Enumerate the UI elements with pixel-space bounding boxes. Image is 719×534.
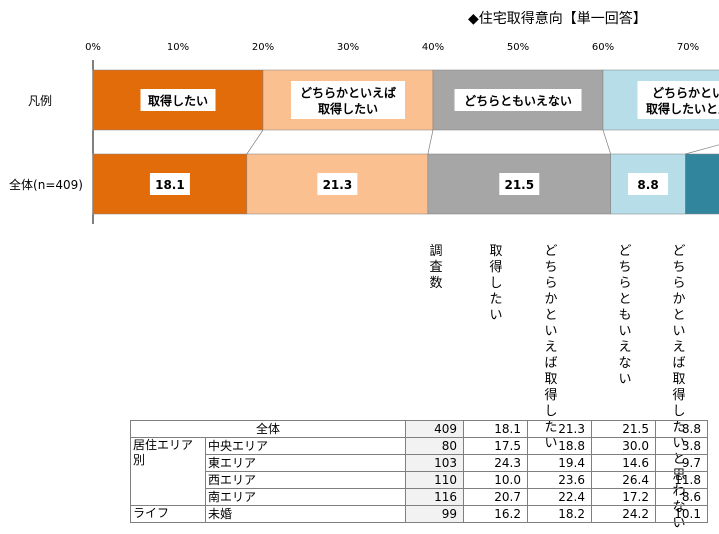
cell: 80 xyxy=(405,437,464,455)
cell: 18.1 xyxy=(463,420,528,438)
data-table: 全体 409 18.1 21.3 21.5 8.8 居住エリア別 中央エリア 8… xyxy=(130,420,708,523)
x-tick-label: 0% xyxy=(85,42,101,53)
cell: 17.5 xyxy=(463,437,528,455)
table-row: ライフ 未婚 99 16.2 18.2 24.2 10.1 xyxy=(130,505,708,523)
legend-label-box xyxy=(454,89,582,111)
connector-line xyxy=(427,129,434,155)
row-label: 未婚 xyxy=(205,505,406,523)
stacked-bar-chart: 0% 10% 20% 30% 40% 50% 60% 70%取得したいどちらかといえば取得した… xyxy=(9,42,719,224)
cell: 10.1 xyxy=(655,505,708,523)
legend-label: 取得したい xyxy=(318,101,378,116)
cell: 22.4 xyxy=(527,488,592,506)
cell: 23.6 xyxy=(527,471,592,489)
header-neither: どちらともいえない xyxy=(618,244,632,387)
data-label-box xyxy=(628,173,669,195)
header-want-to-acquire: 取得したい xyxy=(489,244,503,323)
cell: 20.7 xyxy=(463,488,528,506)
row-label: 中央エリア xyxy=(205,437,406,455)
cell: 110 xyxy=(405,471,464,489)
cell: 18.2 xyxy=(527,505,592,523)
row-label: 東エリア xyxy=(205,454,406,472)
cell: 9.7 xyxy=(655,454,708,472)
data-label: 21.3 xyxy=(323,178,353,192)
table-row: 東エリア 103 24.3 19.4 14.6 9.7 xyxy=(131,454,708,472)
cell: 18.8 xyxy=(527,437,592,455)
cell: 103 xyxy=(405,454,464,472)
data-label-box xyxy=(317,173,358,195)
header-survey-count: 調査数 xyxy=(429,244,443,291)
table-row: 南エリア 116 20.7 22.4 17.2 8.6 xyxy=(131,488,708,506)
cell: 3.8 xyxy=(655,437,708,455)
cell: 99 xyxy=(405,505,464,523)
cell: 11.8 xyxy=(655,471,708,489)
cell: 17.2 xyxy=(591,488,656,506)
legend-label: どちらかとい xyxy=(652,86,719,100)
cell: 116 xyxy=(405,488,464,506)
row-label: 西エリア xyxy=(205,471,406,489)
x-tick-label: 40% xyxy=(422,42,444,53)
category-label: 全体(n=409) xyxy=(9,177,83,192)
legend-label-box xyxy=(140,89,216,111)
cell: 21.5 xyxy=(591,420,656,438)
x-tick-label: 30% xyxy=(337,42,359,53)
legend-label: 取得したいと思 xyxy=(646,101,719,116)
legend-label-box xyxy=(291,81,405,119)
group-label: 居住エリア別 xyxy=(130,437,206,506)
data-label-box xyxy=(149,173,190,195)
cell: 10.0 xyxy=(463,471,528,489)
cell: 14.6 xyxy=(591,454,656,472)
cell: 8.6 xyxy=(655,488,708,506)
connector-line xyxy=(602,129,611,155)
cell: 409 xyxy=(405,420,464,438)
connector-line xyxy=(246,129,264,155)
x-tick-label: 10% xyxy=(167,42,189,53)
x-tick-label: 20% xyxy=(252,42,274,53)
x-tick-label: 60% xyxy=(592,42,614,53)
legend-label: どちらともいえない xyxy=(464,94,572,108)
table-row: 居住エリア別 中央エリア 80 17.5 18.8 30.0 3.8 xyxy=(130,437,708,506)
x-tick-label: 70% xyxy=(677,42,699,53)
cell: 8.8 xyxy=(655,420,708,438)
data-label: 21.5 xyxy=(504,178,534,192)
cell: 21.3 xyxy=(527,420,592,438)
data-label: 18.1 xyxy=(155,178,185,192)
cell: 16.2 xyxy=(463,505,528,523)
chart-title: ◆住宅取得意向【単一回答】 xyxy=(468,11,647,27)
cell: 19.4 xyxy=(527,454,592,472)
table-row-total: 全体 409 18.1 21.3 21.5 8.8 xyxy=(130,420,708,438)
legend-label: どちらかといえば xyxy=(300,85,396,100)
cell: 30.0 xyxy=(591,437,656,455)
legend-label-box xyxy=(637,81,719,119)
bar-segment xyxy=(685,153,719,215)
connector-line xyxy=(685,144,719,155)
data-label: 8.8 xyxy=(637,178,658,192)
x-tick-label: 50% xyxy=(507,42,529,53)
legend-label: 取得したい xyxy=(148,93,208,108)
data-label-box xyxy=(499,173,540,195)
cell: 26.4 xyxy=(591,471,656,489)
cell: 24.3 xyxy=(463,454,528,472)
row-label: 南エリア xyxy=(205,488,406,506)
cell: 24.2 xyxy=(591,505,656,523)
legend-row-label: 凡例 xyxy=(28,94,52,108)
table-row: 西エリア 110 10.0 23.6 26.4 11.8 xyxy=(131,471,708,489)
row-label: 全体 xyxy=(130,420,406,438)
group-label: ライフ xyxy=(130,505,206,523)
